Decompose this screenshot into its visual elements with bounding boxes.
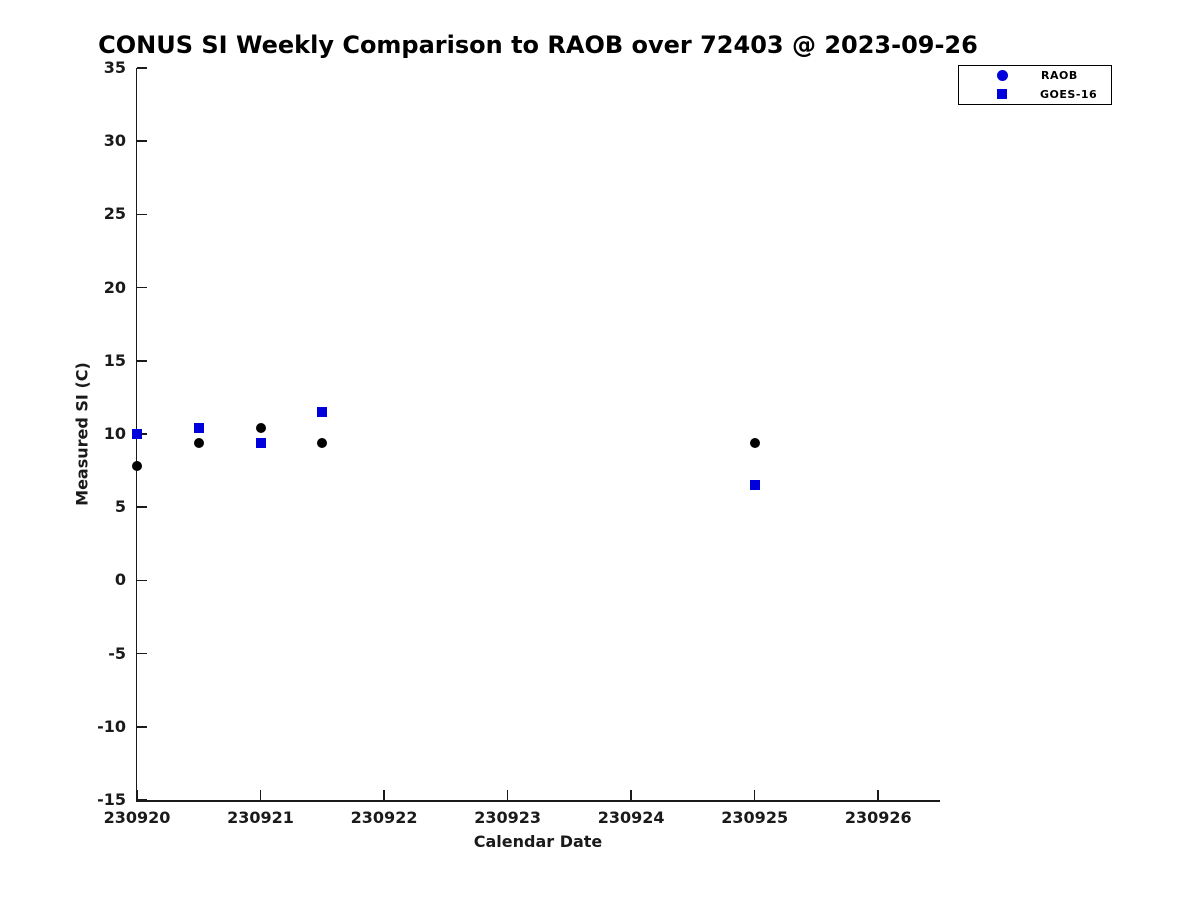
- goes16-legend-marker-icon: [997, 89, 1007, 100]
- x-tick-label: 230924: [597, 808, 665, 827]
- y-tick-label: 30: [103, 131, 126, 151]
- goes16-point: [317, 407, 328, 418]
- x-tick: [259, 790, 262, 800]
- y-tick: [137, 360, 147, 362]
- legend-item-raob: RAOB: [959, 67, 1111, 84]
- goes16-point: [132, 429, 142, 439]
- raob-point: [132, 461, 142, 472]
- x-tick: [383, 790, 385, 800]
- x-tick: [136, 790, 138, 800]
- x-tick: [753, 790, 756, 800]
- x-axis-line: [135, 800, 940, 802]
- x-tick: [877, 790, 879, 800]
- y-tick: [137, 433, 147, 435]
- y-tick-label: 15: [103, 350, 126, 370]
- raob-point: [255, 423, 266, 434]
- legend: RAOB GOES-16: [958, 65, 1112, 105]
- y-tick-label: 0: [114, 570, 126, 590]
- legend-item-goes16: GOES-16: [959, 86, 1111, 103]
- y-tick: [137, 140, 147, 142]
- y-tick: [137, 506, 147, 508]
- y-tick-label: -15: [97, 790, 126, 809]
- chart-title: CONUS SI Weekly Comparison to RAOB over …: [98, 31, 978, 59]
- y-tick: [137, 286, 147, 289]
- raob-point: [317, 437, 328, 448]
- goes16-point: [749, 480, 760, 491]
- y-tick: [137, 213, 147, 216]
- raob-point: [749, 437, 760, 448]
- goes16-point: [193, 423, 204, 434]
- y-tick: [137, 579, 147, 582]
- y-tick: [137, 652, 147, 655]
- x-tick: [506, 790, 509, 800]
- y-tick: [137, 726, 147, 728]
- x-tick-label: 230923: [474, 808, 541, 827]
- y-tick-label: 20: [103, 277, 126, 297]
- legend-label-raob: RAOB: [1041, 69, 1078, 83]
- y-tick: [137, 67, 147, 69]
- x-tick-label: 230922: [350, 808, 418, 827]
- raob-point: [193, 437, 204, 448]
- x-tick-label: 230920: [103, 808, 171, 827]
- y-tick-label: 5: [114, 497, 126, 517]
- y-tick-label: 10: [103, 424, 126, 443]
- y-tick: [137, 799, 147, 801]
- x-tick-label: 230921: [227, 808, 294, 827]
- y-tick-label: 35: [103, 58, 126, 77]
- legend-label-goes16: GOES-16: [1040, 87, 1098, 101]
- y-tick-label: -5: [108, 643, 126, 663]
- x-tick: [630, 790, 632, 800]
- y-tick-label: -10: [97, 716, 126, 736]
- x-tick-label: 230925: [721, 808, 789, 827]
- goes16-point: [255, 437, 266, 448]
- raob-legend-marker-icon: [997, 70, 1008, 82]
- x-tick-label: 230926: [844, 808, 912, 827]
- y-tick-label: 25: [103, 204, 126, 224]
- x-axis-label: Calendar Date: [473, 832, 603, 851]
